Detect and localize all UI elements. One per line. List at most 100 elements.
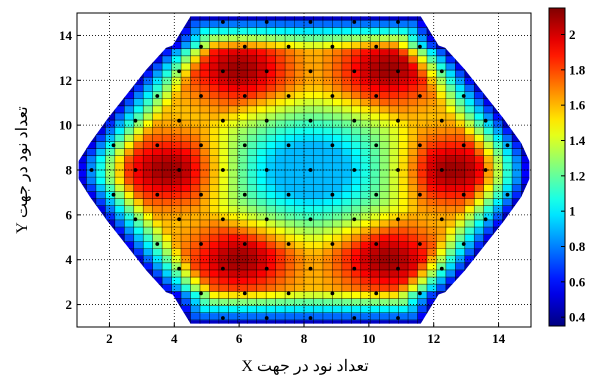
heat-cell — [275, 227, 286, 235]
heat-cell — [360, 198, 371, 207]
heat-cell — [417, 262, 428, 271]
heat-cell — [322, 219, 333, 228]
heat-cell — [209, 155, 220, 164]
heat-cell — [455, 255, 466, 264]
heat-cell — [360, 269, 371, 278]
heat-cell — [247, 84, 258, 92]
heat-cell — [228, 16, 239, 21]
heat-cell — [351, 170, 362, 178]
node-marker — [396, 20, 400, 24]
heat-cell — [209, 291, 220, 299]
heat-cell — [398, 269, 409, 278]
heat-cell — [247, 62, 258, 71]
heat-cell — [322, 48, 333, 57]
heat-cell — [124, 170, 135, 178]
heat-cell — [162, 198, 172, 207]
heat-cell — [266, 120, 277, 128]
heat-cell — [322, 112, 333, 121]
heat-cell — [426, 112, 437, 121]
heat-cell — [341, 105, 352, 114]
node-marker — [439, 217, 444, 222]
heat-cell — [332, 255, 343, 264]
heat-cell — [133, 191, 144, 199]
heat-cell — [379, 184, 390, 192]
heat-cell — [218, 241, 229, 249]
heat-cell — [199, 184, 210, 192]
heat-cell — [247, 212, 258, 221]
heat-cell — [389, 177, 399, 185]
heat-cell — [322, 184, 333, 192]
heat-cell — [398, 241, 409, 249]
heat-cell — [285, 234, 295, 242]
heat-cell — [379, 34, 390, 42]
heat-cell — [124, 177, 135, 185]
heat-cell — [256, 212, 267, 221]
heat-cell — [370, 55, 381, 64]
heat-cell — [408, 305, 418, 314]
heat-cell — [379, 170, 390, 178]
node-marker — [352, 20, 357, 24]
heat-cell — [351, 41, 362, 50]
heat-cell — [408, 141, 418, 149]
heat-cell — [209, 277, 220, 285]
heat-cell — [228, 27, 239, 35]
heat-cell — [436, 284, 447, 292]
heat-cell — [332, 177, 343, 185]
heat-cell — [379, 291, 390, 299]
heat-cell — [86, 191, 97, 199]
heat-cell — [370, 262, 381, 271]
heat-cell — [275, 127, 286, 135]
heat-cell — [152, 262, 163, 271]
heat-cell — [209, 20, 220, 28]
heat-cell — [332, 70, 343, 78]
heat-cell — [379, 120, 390, 128]
heat-cell — [275, 298, 286, 306]
heat-cell — [247, 305, 258, 314]
heat-cell — [304, 20, 314, 28]
heat-cell — [256, 177, 267, 185]
heat-cell — [351, 120, 362, 128]
heat-cell — [360, 312, 371, 321]
heat-cell — [483, 198, 494, 207]
heat-cell — [304, 16, 314, 21]
heat-cell — [389, 234, 399, 242]
heat-cell — [398, 248, 409, 257]
heat-cell — [218, 48, 229, 57]
heat-cell — [417, 205, 428, 214]
colorbar-tick-label: 0.8 — [569, 239, 586, 254]
heat-cell — [370, 219, 381, 228]
heat-cell — [247, 291, 258, 299]
heat-cell — [181, 234, 191, 242]
heat-cell — [379, 248, 390, 257]
heat-cell — [313, 34, 324, 42]
heat-cell — [228, 41, 239, 50]
node-marker — [505, 192, 510, 197]
heat-cell — [398, 62, 409, 71]
node-marker — [264, 118, 269, 123]
heat-cell — [275, 248, 286, 257]
heat-cell — [322, 312, 333, 321]
heat-cell — [341, 298, 352, 306]
heat-cell — [360, 98, 371, 107]
heat-cell — [313, 84, 324, 92]
heat-cell — [218, 77, 229, 85]
heat-cell — [285, 120, 295, 128]
heat-cell — [360, 62, 371, 71]
heat-cell — [266, 155, 277, 164]
heat-cell — [143, 241, 154, 249]
heat-cell — [152, 120, 163, 128]
heat-cell — [389, 319, 399, 324]
heat-cell — [455, 177, 466, 185]
heat-cell — [417, 34, 428, 42]
heat-cell — [143, 162, 154, 171]
node-marker — [308, 118, 313, 123]
heat-cell — [483, 205, 494, 214]
heat-cell — [209, 91, 220, 100]
heat-cell — [152, 112, 163, 121]
heat-cell — [256, 141, 267, 149]
heat-cell — [190, 219, 201, 228]
heat-cell — [379, 284, 390, 292]
heat-cell — [426, 212, 437, 221]
heat-cell — [445, 141, 456, 149]
heat-cell — [143, 212, 154, 221]
